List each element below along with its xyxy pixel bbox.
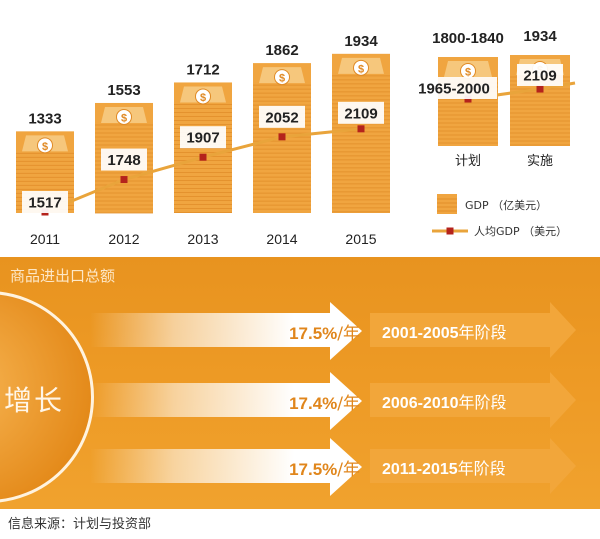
arrow-head <box>330 372 362 430</box>
x-tick-label: 计划 <box>455 154 481 169</box>
growth-label: 增长 <box>4 384 65 417</box>
arrow-head <box>330 438 362 496</box>
data-label: 2052 <box>265 109 298 126</box>
dollar-icon <box>37 137 53 154</box>
dollar-icon <box>116 108 132 125</box>
growth-row: 17.5%/年 2001-2005年阶段 <box>90 299 600 360</box>
data-label-box <box>259 105 305 128</box>
bar-body <box>332 53 390 214</box>
data-label-box <box>411 77 497 99</box>
arrow-head <box>330 302 362 360</box>
per-capita-marker <box>120 176 128 184</box>
period-arrow-head <box>550 302 576 358</box>
growth-rate: 17.5%/年 <box>289 460 360 480</box>
per-capita-marker <box>199 153 207 161</box>
data-label: 1907 <box>186 130 219 147</box>
dollar-icon: $ <box>279 73 285 85</box>
x-tick-label: 实施 <box>527 154 553 169</box>
dollar-icon <box>353 59 369 76</box>
gdp-chart: $ $ $ $ $1333 2011 1553 2012 1712 2013 1862 2014 193… <box>16 28 576 247</box>
period-arrow-head <box>550 372 576 428</box>
bar-value-label: 1862 <box>265 42 298 59</box>
period-arrow <box>370 383 550 417</box>
data-label: 1748 <box>107 152 140 169</box>
data-label-box <box>22 191 68 213</box>
bar-value-label: 1800-1840 <box>432 30 504 47</box>
period-label: 2006-2010年阶段 <box>382 393 507 412</box>
per-capita-marker <box>536 85 544 93</box>
growth-rate: 17.5%/年 <box>289 324 360 344</box>
bar-value-label: 1333 <box>28 110 61 127</box>
data-label-box <box>517 64 563 86</box>
period-arrow <box>370 449 550 483</box>
source-note: 信息来源：计划与投资部 <box>8 517 152 532</box>
legend-label-per-capita: 人均GDP （美元） <box>474 225 567 238</box>
data-label-box <box>101 148 147 171</box>
data-label: 2109 <box>344 105 377 122</box>
trade-title: 商品进出口总额 <box>10 267 116 285</box>
dollar-icon: $ <box>465 67 471 79</box>
bar-value-label: 1553 <box>107 82 140 99</box>
arrow-shape <box>90 449 330 483</box>
gdp-bar <box>332 53 390 214</box>
period-label: 2001-2005年阶段 <box>382 323 507 342</box>
legend-swatch-marker <box>446 227 454 235</box>
x-tick-label: 2012 <box>108 231 139 247</box>
data-label-box <box>180 126 226 149</box>
bar-value-label: 1712 <box>186 61 219 78</box>
growth-row: 17.4%/年 2006-2010年阶段 <box>90 369 600 430</box>
trade-growth-panel: 商品进出口总额 增长 17.5%/年 2001-2005年阶段 17.4%/年 … <box>0 257 600 509</box>
arrow-shape <box>90 383 330 417</box>
arrow-shape <box>90 313 330 347</box>
dollar-icon: $ <box>200 92 206 104</box>
period-arrow-head <box>550 438 576 494</box>
dollar-icon: $ <box>121 112 127 124</box>
data-label: 1965-2000 <box>418 81 490 98</box>
per-capita-marker <box>278 133 286 141</box>
dollar-icon: $ <box>42 141 48 153</box>
legend-label-gdp: GDP （亿美元） <box>465 199 547 212</box>
dollar-icon <box>274 69 290 86</box>
data-label: 2109 <box>523 68 556 85</box>
x-tick-label: 2013 <box>187 231 218 247</box>
period-label: 2011-2015年阶段 <box>382 459 506 478</box>
data-label-box <box>338 101 384 124</box>
gdp-bar <box>438 57 498 146</box>
growth-row: 17.5%/年 2011-2015年阶段 <box>90 435 600 496</box>
data-label: 1517 <box>28 195 61 212</box>
dollar-icon: $ <box>358 63 364 75</box>
bar-value-label: 1934 <box>344 33 378 50</box>
x-tick-label: 2015 <box>345 231 376 247</box>
period-arrow <box>370 313 550 347</box>
per-capita-marker <box>357 125 365 133</box>
growth-rate: 17.4%/年 <box>289 394 360 414</box>
x-tick-label: 2011 <box>30 231 60 247</box>
dollar-icon <box>195 88 211 105</box>
x-tick-label: 2014 <box>266 231 297 247</box>
bar-value-label: 1934 <box>523 28 557 45</box>
